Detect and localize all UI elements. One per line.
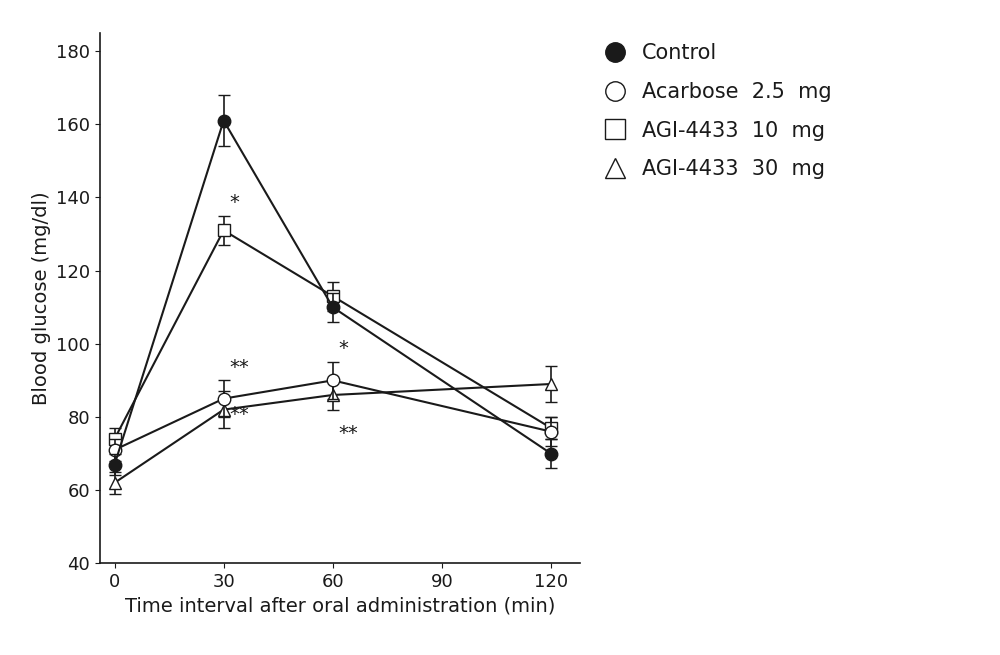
Text: *: * (229, 193, 239, 212)
Legend: Control, Acarbose  2.5  mg, AGI-4433  10  mg, AGI-4433  30  mg: Control, Acarbose 2.5 mg, AGI-4433 10 mg… (605, 43, 832, 179)
Y-axis label: Blood glucose (mg/dl): Blood glucose (mg/dl) (32, 191, 51, 405)
X-axis label: Time interval after oral administration (min): Time interval after oral administration … (125, 597, 555, 616)
Text: **: ** (338, 424, 358, 443)
Text: **: ** (229, 358, 249, 377)
Text: **: ** (229, 405, 249, 424)
Text: *: * (338, 339, 348, 358)
